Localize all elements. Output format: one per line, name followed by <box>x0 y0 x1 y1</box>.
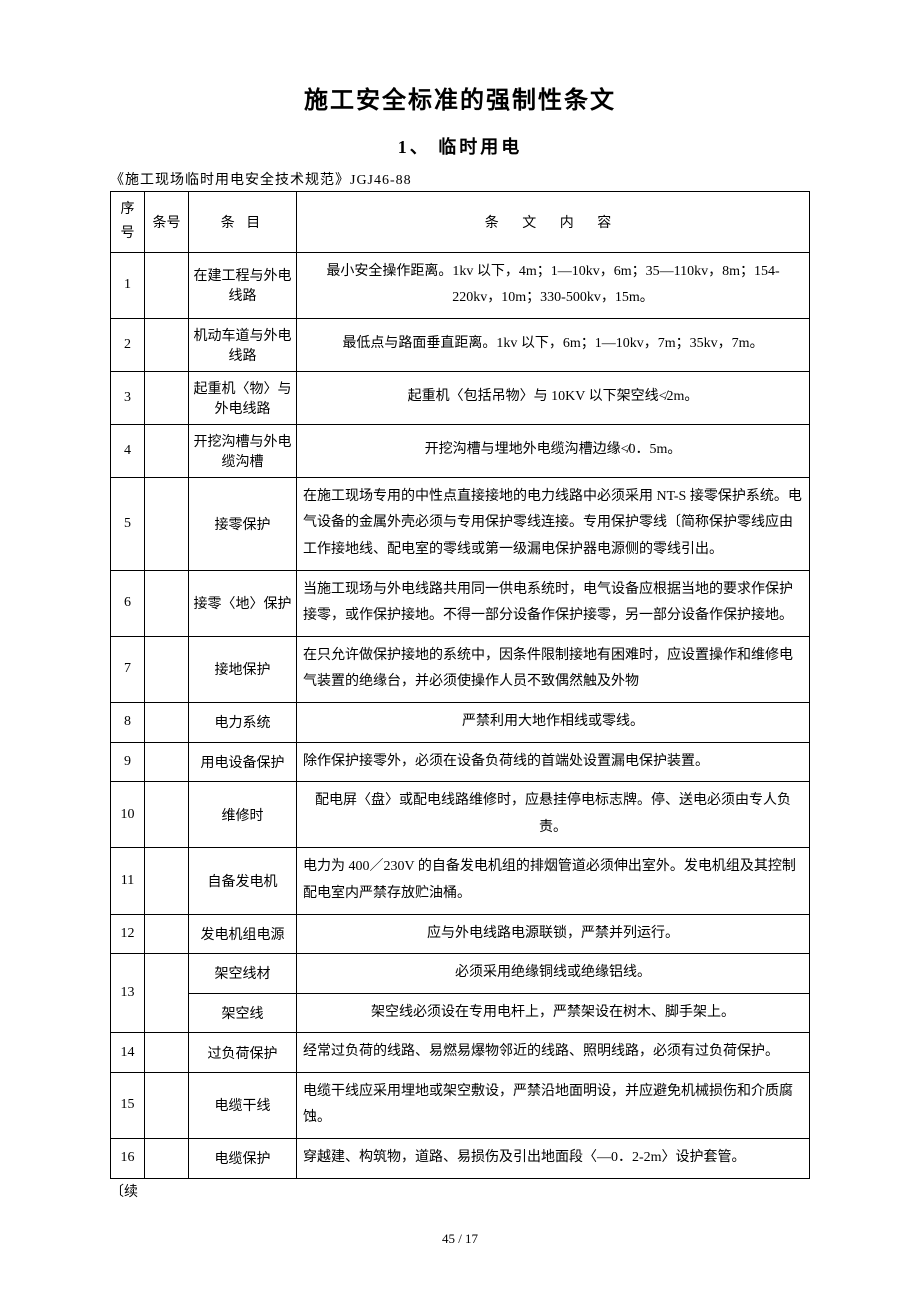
header-item: 条 目 <box>189 192 297 253</box>
table-row: 4 开挖沟槽与外电缆沟槽 开挖沟槽与埋地外电缆沟槽边缘≮0．5m。 <box>111 424 810 477</box>
cell-content: 严禁利用大地作相线或零线。 <box>297 702 810 742</box>
cell-seq: 10 <box>111 782 145 848</box>
cell-num <box>145 252 189 318</box>
cell-seq: 3 <box>111 371 145 424</box>
table-row: 5 接零保护 在施工现场专用的中性点直接接地的电力线路中必须采用 NT-S 接零… <box>111 477 810 570</box>
cell-num <box>145 424 189 477</box>
reference-text: 《施工现场临时用电安全技术规范》JGJ46-88 <box>110 169 810 189</box>
table-row: 14 过负荷保护 经常过负荷的线路、易燃易爆物邻近的线路、照明线路，必须有过负荷… <box>111 1033 810 1073</box>
cell-content: 在施工现场专用的中性点直接接地的电力线路中必须采用 NT-S 接零保护系统。电气… <box>297 477 810 570</box>
cell-item: 电力系统 <box>189 702 297 742</box>
cell-num <box>145 702 189 742</box>
cell-content: 应与外电线路电源联锁，严禁并列运行。 <box>297 914 810 954</box>
header-num: 条号 <box>145 192 189 253</box>
cell-content: 穿越建、构筑物，道路、易损伤及引出地面段〈—0．2-2m〉设护套管。 <box>297 1139 810 1179</box>
table-row: 8 电力系统 严禁利用大地作相线或零线。 <box>111 702 810 742</box>
continued-marker: 〔续 <box>110 1181 810 1201</box>
table-row: 12 发电机组电源 应与外电线路电源联锁，严禁并列运行。 <box>111 914 810 954</box>
cell-content: 最低点与路面垂直距离。1kv 以下，6m；1—10kv，7m；35kv，7m。 <box>297 318 810 371</box>
cell-item: 接零〈地〉保护 <box>189 570 297 636</box>
cell-content: 最小安全操作距离。1kv 以下，4m；1—10kv，6m；35—110kv，8m… <box>297 252 810 318</box>
cell-item: 发电机组电源 <box>189 914 297 954</box>
table-row: 15 电缆干线 电缆干线应采用埋地或架空敷设，严禁沿地面明设，并应避免机械损伤和… <box>111 1072 810 1138</box>
cell-content: 在只允许做保护接地的系统中，因条件限制接地有困难时，应设置操作和维修电气装置的绝… <box>297 636 810 702</box>
cell-content: 经常过负荷的线路、易燃易爆物邻近的线路、照明线路，必须有过负荷保护。 <box>297 1033 810 1073</box>
cell-seq: 1 <box>111 252 145 318</box>
cell-num <box>145 636 189 702</box>
cell-seq: 11 <box>111 848 145 914</box>
cell-item: 开挖沟槽与外电缆沟槽 <box>189 424 297 477</box>
cell-num <box>145 371 189 424</box>
main-title: 施工安全标准的强制性条文 <box>110 80 810 115</box>
cell-seq: 7 <box>111 636 145 702</box>
cell-item: 架空线材 <box>189 954 297 994</box>
cell-item: 电缆保护 <box>189 1139 297 1179</box>
cell-item: 接地保护 <box>189 636 297 702</box>
cell-content: 配电屏〈盘〉或配电线路维修时，应悬挂停电标志牌。停、送电必须由专人负责。 <box>297 782 810 848</box>
cell-item: 自备发电机 <box>189 848 297 914</box>
table-row: 架空线 架空线必须设在专用电杆上，严禁架设在树木、脚手架上。 <box>111 993 810 1033</box>
cell-item: 架空线 <box>189 993 297 1033</box>
table-header-row: 序号 条号 条 目 条 文 内 容 <box>111 192 810 253</box>
cell-seq: 4 <box>111 424 145 477</box>
cell-item: 接零保护 <box>189 477 297 570</box>
cell-seq: 12 <box>111 914 145 954</box>
table-row: 16 电缆保护 穿越建、构筑物，道路、易损伤及引出地面段〈—0．2-2m〉设护套… <box>111 1139 810 1179</box>
table-row: 6 接零〈地〉保护 当施工现场与外电线路共用同一供电系统时，电气设备应根据当地的… <box>111 570 810 636</box>
cell-seq: 5 <box>111 477 145 570</box>
cell-seq: 9 <box>111 742 145 782</box>
cell-item: 电缆干线 <box>189 1072 297 1138</box>
cell-item: 机动车道与外电线路 <box>189 318 297 371</box>
cell-num <box>145 954 189 1033</box>
cell-seq: 15 <box>111 1072 145 1138</box>
cell-num <box>145 848 189 914</box>
cell-seq: 14 <box>111 1033 145 1073</box>
cell-seq: 6 <box>111 570 145 636</box>
cell-num <box>145 742 189 782</box>
table-row: 9 用电设备保护 除作保护接零外，必须在设备负荷线的首端处设置漏电保护装置。 <box>111 742 810 782</box>
cell-content: 必须采用绝缘铜线或绝缘铝线。 <box>297 954 810 994</box>
header-seq: 序号 <box>111 192 145 253</box>
cell-seq: 16 <box>111 1139 145 1179</box>
cell-seq: 8 <box>111 702 145 742</box>
cell-item: 起重机〈物〉与外电线路 <box>189 371 297 424</box>
page-footer: 45 / 17 <box>110 1231 810 1247</box>
cell-num <box>145 1072 189 1138</box>
table-row: 1 在建工程与外电线路 最小安全操作距离。1kv 以下，4m；1—10kv，6m… <box>111 252 810 318</box>
cell-item: 维修时 <box>189 782 297 848</box>
cell-num <box>145 570 189 636</box>
cell-num <box>145 914 189 954</box>
cell-content: 架空线必须设在专用电杆上，严禁架设在树木、脚手架上。 <box>297 993 810 1033</box>
table-row: 11 自备发电机 电力为 400／230V 的自备发电机组的排烟管道必须伸出室外… <box>111 848 810 914</box>
table-row: 3 起重机〈物〉与外电线路 起重机〈包括吊物〉与 10KV 以下架空线≮2m。 <box>111 371 810 424</box>
cell-num <box>145 477 189 570</box>
table-row: 2 机动车道与外电线路 最低点与路面垂直距离。1kv 以下，6m；1—10kv，… <box>111 318 810 371</box>
table-row: 13 架空线材 必须采用绝缘铜线或绝缘铝线。 <box>111 954 810 994</box>
table-row: 7 接地保护 在只允许做保护接地的系统中，因条件限制接地有困难时，应设置操作和维… <box>111 636 810 702</box>
table-body: 1 在建工程与外电线路 最小安全操作距离。1kv 以下，4m；1—10kv，6m… <box>111 252 810 1178</box>
cell-content: 开挖沟槽与埋地外电缆沟槽边缘≮0．5m。 <box>297 424 810 477</box>
section-title: 1、 临时用电 <box>110 133 810 159</box>
cell-num <box>145 318 189 371</box>
cell-content: 起重机〈包括吊物〉与 10KV 以下架空线≮2m。 <box>297 371 810 424</box>
cell-item: 用电设备保护 <box>189 742 297 782</box>
cell-content: 电力为 400／230V 的自备发电机组的排烟管道必须伸出室外。发电机组及其控制… <box>297 848 810 914</box>
cell-content: 除作保护接零外，必须在设备负荷线的首端处设置漏电保护装置。 <box>297 742 810 782</box>
cell-num <box>145 1139 189 1179</box>
cell-seq: 13 <box>111 954 145 1033</box>
cell-seq: 2 <box>111 318 145 371</box>
table-row: 10 维修时 配电屏〈盘〉或配电线路维修时，应悬挂停电标志牌。停、送电必须由专人… <box>111 782 810 848</box>
regulations-table: 序号 条号 条 目 条 文 内 容 1 在建工程与外电线路 最小安全操作距离。1… <box>110 191 810 1179</box>
cell-num <box>145 1033 189 1073</box>
header-content: 条 文 内 容 <box>297 192 810 253</box>
cell-num <box>145 782 189 848</box>
cell-content: 当施工现场与外电线路共用同一供电系统时，电气设备应根据当地的要求作保护接零，或作… <box>297 570 810 636</box>
cell-item: 过负荷保护 <box>189 1033 297 1073</box>
cell-content: 电缆干线应采用埋地或架空敷设，严禁沿地面明设，并应避免机械损伤和介质腐蚀。 <box>297 1072 810 1138</box>
cell-item: 在建工程与外电线路 <box>189 252 297 318</box>
